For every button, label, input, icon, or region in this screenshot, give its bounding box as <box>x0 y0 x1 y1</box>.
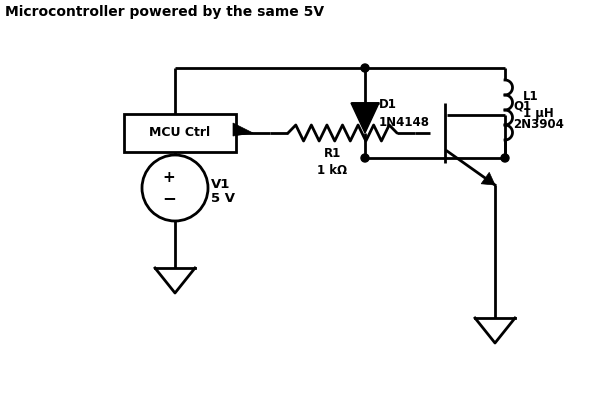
Polygon shape <box>233 123 253 136</box>
Text: 5 V: 5 V <box>211 191 235 205</box>
Polygon shape <box>481 172 495 185</box>
FancyBboxPatch shape <box>124 114 236 152</box>
Text: D1
1N4148: D1 1N4148 <box>379 98 430 129</box>
Circle shape <box>361 64 369 72</box>
Text: MCU Ctrl: MCU Ctrl <box>149 127 211 140</box>
Text: −: − <box>162 189 176 207</box>
Polygon shape <box>351 103 379 133</box>
Text: +: + <box>163 170 175 185</box>
Circle shape <box>501 154 509 162</box>
Text: Microcontroller powered by the same 5V: Microcontroller powered by the same 5V <box>5 5 324 19</box>
Text: R1
1 kΩ: R1 1 kΩ <box>317 147 347 177</box>
Text: V1: V1 <box>211 178 230 191</box>
Text: Q1
2N3904: Q1 2N3904 <box>513 100 564 131</box>
Text: L1
1 μH: L1 1 μH <box>523 90 554 121</box>
Circle shape <box>361 154 369 162</box>
